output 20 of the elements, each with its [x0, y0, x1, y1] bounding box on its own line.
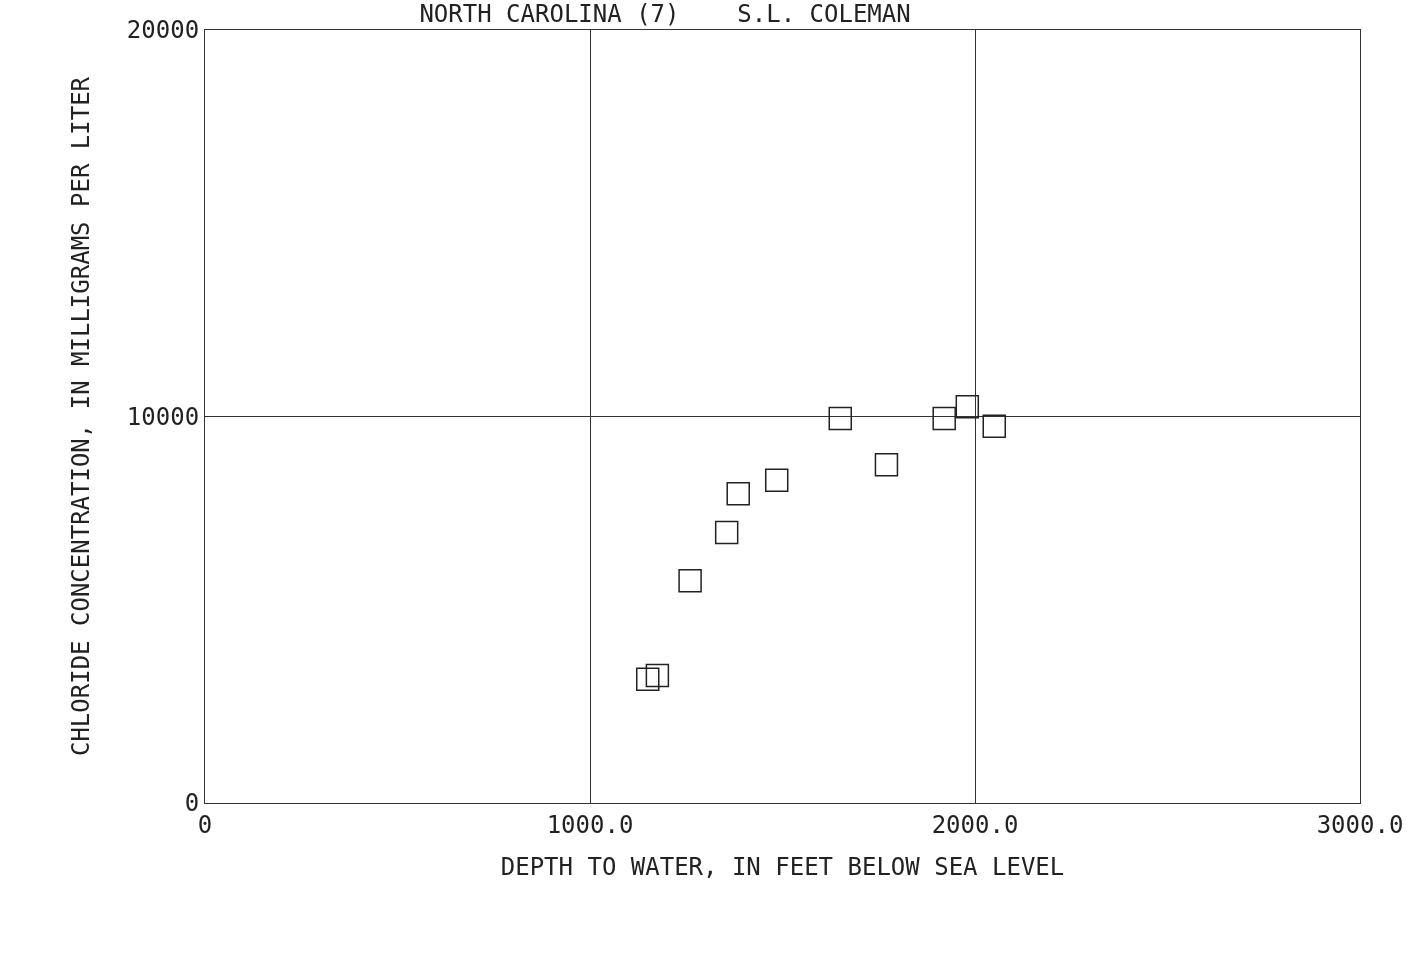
point	[636, 667, 660, 692]
x-axis-title: DEPTH TO WATER, IN FEET BELOW SEA LEVEL	[500, 853, 1065, 882]
x-tick-label: 3000.0	[1316, 810, 1404, 839]
chart-title: NORTH CAROLINA (7) S.L. COLEMAN	[419, 0, 911, 28]
point	[955, 395, 980, 419]
y-tick-label: 10000	[126, 402, 200, 431]
y-tick-label: 20000	[126, 16, 200, 45]
x-tick-label: 2000.0	[931, 810, 1019, 839]
point	[874, 453, 899, 477]
point	[932, 406, 956, 431]
y-tick-label: 0	[184, 789, 200, 818]
point	[828, 406, 852, 431]
point	[645, 663, 670, 688]
point	[678, 569, 702, 593]
point	[764, 468, 789, 493]
point	[714, 520, 739, 545]
x-tick-label: 1000.0	[546, 810, 634, 839]
point	[726, 482, 750, 506]
point	[982, 414, 1006, 438]
y-axis-title: CHLORIDE CONCENTRATION, IN MILLIGRAMS PER LITER	[66, 76, 95, 757]
